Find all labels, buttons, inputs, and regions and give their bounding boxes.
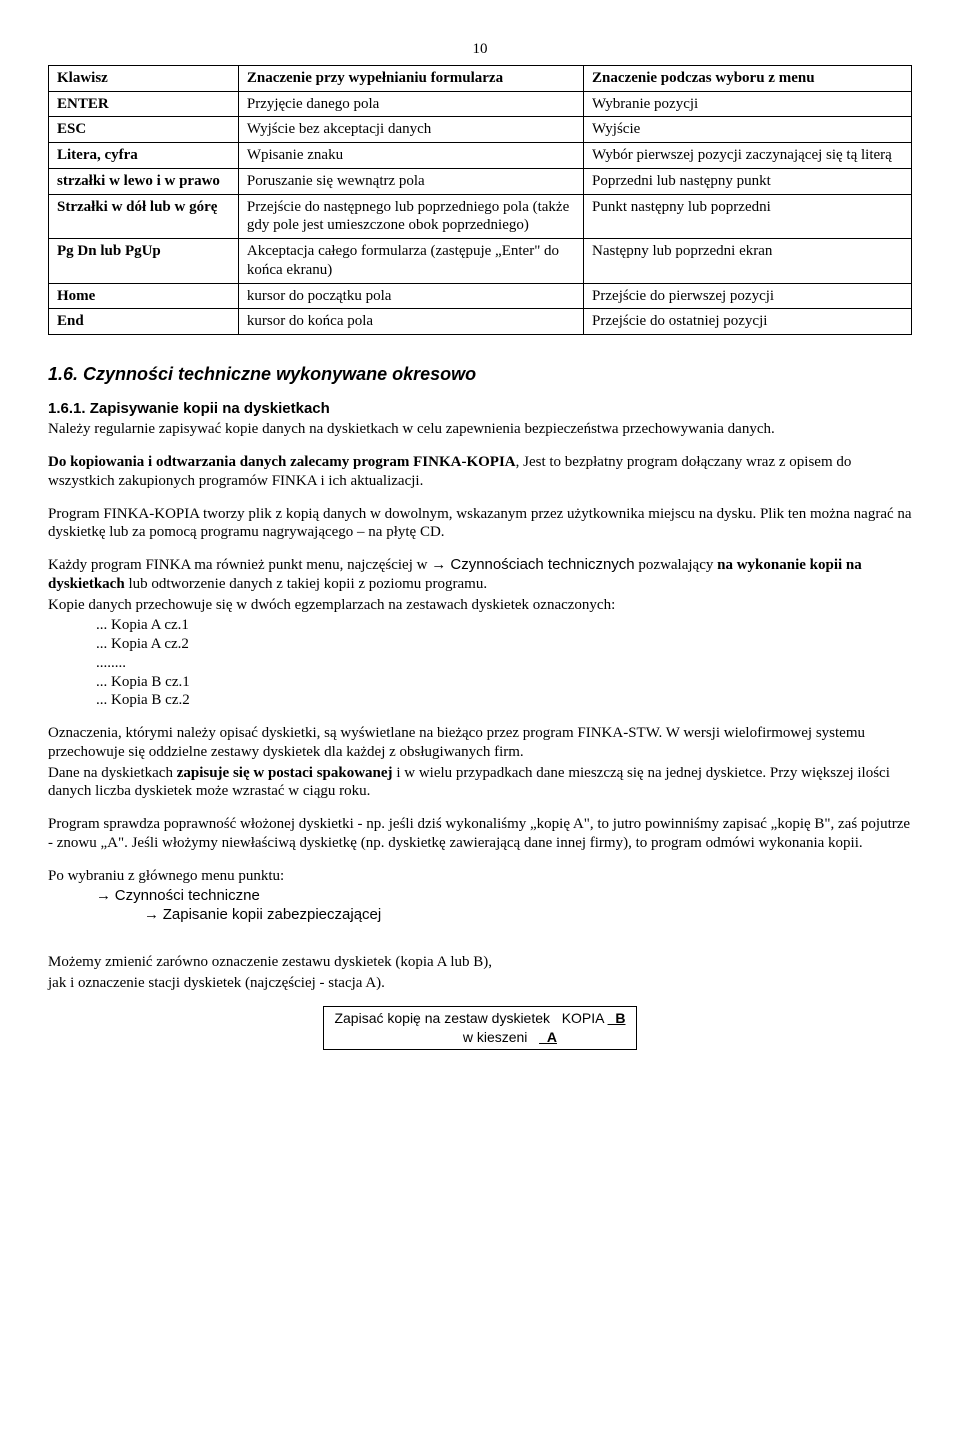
table-header: Znaczenie podczas wyboru z menu — [584, 65, 912, 91]
menu-item-label: Czynności techniczne — [115, 887, 260, 904]
text-bold: Do kopiowania i odtwarzania danych zalec… — [48, 454, 516, 470]
table-row: Strzałki w dół lub w górę Przejście do n… — [49, 194, 912, 239]
paragraph: Należy regularnie zapisywać kopie danych… — [48, 420, 912, 439]
list-item: ... Kopia B cz.1 — [48, 673, 912, 692]
menu-path: → Czynności techniczne — [48, 887, 912, 906]
dialog-box: Zapisać kopię na zestaw dyskietek KOPIA … — [323, 1006, 636, 1050]
paragraph: Dane na dyskietkach zapisuje się w posta… — [48, 764, 912, 802]
keyboard-table: Klawisz Znaczenie przy wypełnianiu formu… — [48, 65, 912, 335]
table-row: ESC Wyjście bez akceptacji danych Wyjści… — [49, 117, 912, 143]
table-cell: ENTER — [49, 91, 239, 117]
box-text: w kieszeni — [334, 1029, 539, 1045]
paragraph: jak i oznaczenie stacji dyskietek (najcz… — [48, 974, 912, 993]
table-cell: strzałki w lewo i w prawo — [49, 168, 239, 194]
table-cell: Strzałki w dół lub w górę — [49, 194, 239, 239]
text: pozwalający — [635, 557, 717, 573]
box-text: Zapisać kopię na zestaw dyskietek KOPIA — [334, 1010, 607, 1026]
arrow-icon: → — [431, 556, 446, 573]
paragraph: Kopie danych przechowuje się w dwóch egz… — [48, 596, 912, 615]
menu-path: → Zapisanie kopii zabezpieczającej — [48, 906, 912, 925]
paragraph: Po wybraniu z głównego menu punktu: — [48, 867, 912, 886]
table-cell: Punkt następny lub poprzedni — [584, 194, 912, 239]
table-cell: ESC — [49, 117, 239, 143]
table-row: ENTER Przyjęcie danego pola Wybranie poz… — [49, 91, 912, 117]
table-cell: Wyjście bez akceptacji danych — [238, 117, 583, 143]
subsection-heading: 1.6.1. Zapisywanie kopii na dyskietkach — [48, 400, 912, 419]
text-bold: zapisuje się w postaci spakowanej — [177, 765, 393, 781]
table-cell: Poprzedni lub następny punkt — [584, 168, 912, 194]
arrow-icon: → — [96, 887, 111, 904]
table-header: Klawisz — [49, 65, 239, 91]
arrow-icon: → — [144, 906, 159, 923]
menu-item-label: Zapisanie kopii zabezpieczającej — [163, 906, 381, 923]
table-row: Pg Dn lub PgUp Akceptacja całego formula… — [49, 239, 912, 284]
list-item: ... Kopia A cz.1 — [48, 616, 912, 635]
paragraph: Możemy zmienić zarówno oznaczenie zestaw… — [48, 953, 912, 972]
list-item: ... Kopia B cz.2 — [48, 691, 912, 710]
table-header: Znaczenie przy wypełnianiu formularza — [238, 65, 583, 91]
text-sans: Czynnościach technicznych — [446, 556, 634, 573]
table-row: Litera, cyfra Wpisanie znaku Wybór pierw… — [49, 143, 912, 169]
page-number: 10 — [48, 40, 912, 59]
table-cell: Następny lub poprzedni ekran — [584, 239, 912, 284]
text: Dane na dyskietkach — [48, 765, 177, 781]
box-value: _B — [608, 1010, 626, 1026]
table-cell: Litera, cyfra — [49, 143, 239, 169]
table-cell: Przyjęcie danego pola — [238, 91, 583, 117]
table-cell: Home — [49, 283, 239, 309]
table-cell: kursor do końca pola — [238, 309, 583, 335]
text: lub odtworzenie danych z takiej kopii z … — [125, 576, 487, 592]
table-cell: Wpisanie znaku — [238, 143, 583, 169]
table-cell: kursor do początku pola — [238, 283, 583, 309]
list: ... Kopia A cz.1 ... Kopia A cz.2 ......… — [48, 616, 912, 710]
table-cell: End — [49, 309, 239, 335]
paragraph: Program FINKA-KOPIA tworzy plik z kopią … — [48, 505, 912, 543]
section-heading: 1.6. Czynności techniczne wykonywane okr… — [48, 363, 912, 386]
paragraph: Do kopiowania i odtwarzania danych zalec… — [48, 453, 912, 491]
table-row: strzałki w lewo i w prawo Poruszanie się… — [49, 168, 912, 194]
list-item: ... Kopia A cz.2 — [48, 635, 912, 654]
table-row: Home kursor do początku pola Przejście d… — [49, 283, 912, 309]
table-cell: Wybór pierwszej pozycji zaczynającej się… — [584, 143, 912, 169]
table-cell: Przejście do następnego lub poprzedniego… — [238, 194, 583, 239]
table-cell: Poruszanie się wewnątrz pola — [238, 168, 583, 194]
list-item: ........ — [48, 654, 912, 673]
box-value: _A — [539, 1029, 557, 1045]
table-cell: Przejście do pierwszej pozycji — [584, 283, 912, 309]
text: Każdy program FINKA ma również punkt men… — [48, 557, 431, 573]
paragraph: Każdy program FINKA ma również punkt men… — [48, 556, 912, 594]
paragraph: Program sprawdza poprawność włożonej dys… — [48, 815, 912, 853]
table-cell: Akceptacja całego formularza (zastępuje … — [238, 239, 583, 284]
table-cell: Przejście do ostatniej pozycji — [584, 309, 912, 335]
table-row: End kursor do końca pola Przejście do os… — [49, 309, 912, 335]
table-cell: Wyjście — [584, 117, 912, 143]
table-cell: Pg Dn lub PgUp — [49, 239, 239, 284]
table-cell: Wybranie pozycji — [584, 91, 912, 117]
paragraph: Oznaczenia, którymi należy opisać dyskie… — [48, 724, 912, 762]
